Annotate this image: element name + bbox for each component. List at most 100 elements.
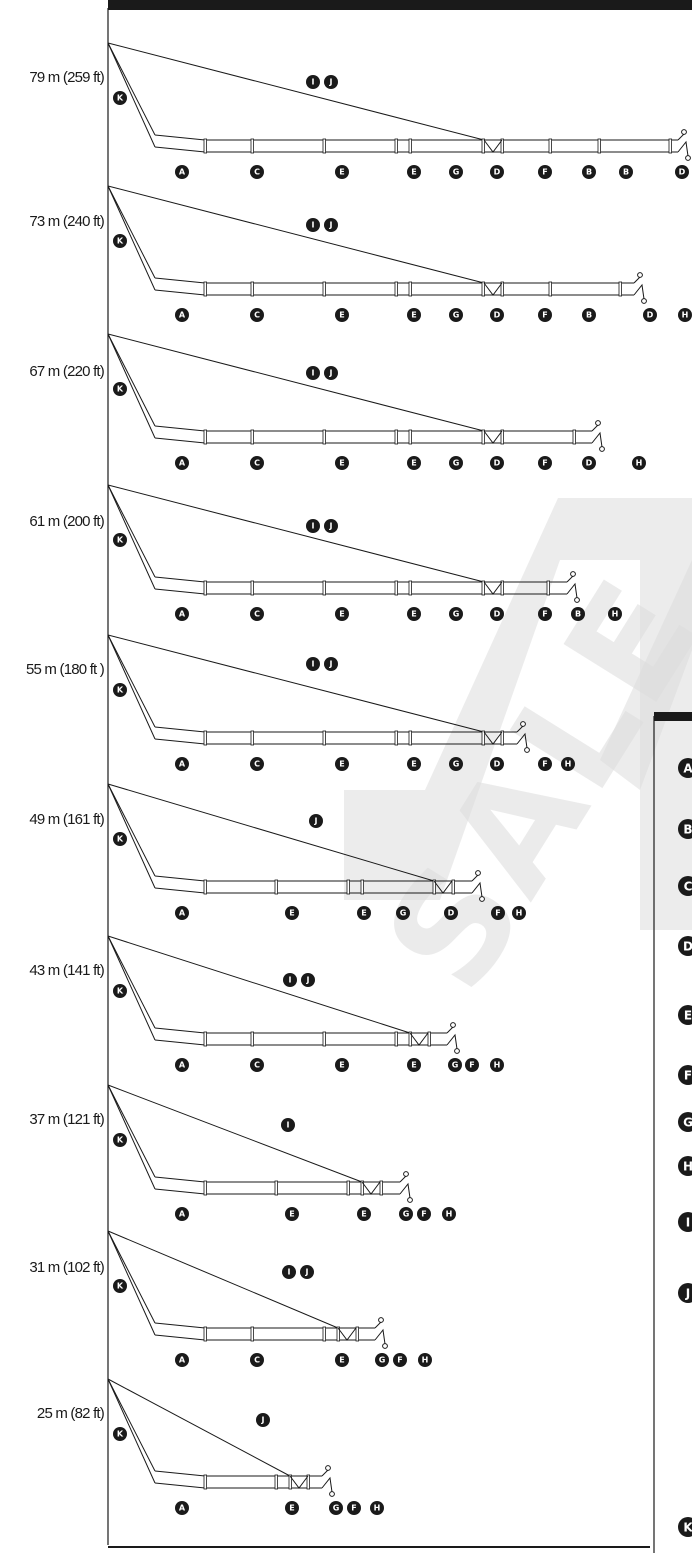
mast-strut [107, 1084, 156, 1190]
boom-butt-top [154, 425, 206, 432]
boom-tip [374, 1321, 382, 1329]
section-badge-c: C [250, 1353, 264, 1367]
svg-text:E: E [411, 459, 416, 468]
line-badge-j: J [324, 366, 338, 380]
hook-sheave [524, 747, 530, 753]
boom-tip [591, 431, 603, 448]
section-badge-a: A [175, 1353, 189, 1367]
section-joint [597, 138, 601, 154]
boom-length-label: 37 m (121 ft) [29, 1111, 104, 1128]
fly-bracing [361, 1181, 381, 1195]
mast-strut [107, 333, 156, 439]
section-joint [481, 138, 485, 154]
section-joint [322, 429, 326, 445]
tip-sheave [681, 129, 687, 135]
section-badge-a: A [175, 1207, 189, 1221]
section-badge-a: A [175, 456, 189, 470]
svg-text:J: J [329, 660, 333, 669]
line-badge-j: J [324, 75, 338, 89]
svg-text:D: D [494, 311, 501, 320]
svg-text:D: D [647, 311, 654, 320]
section-joint [250, 730, 254, 746]
svg-text:F: F [397, 1356, 402, 1365]
mast-strut [107, 42, 156, 136]
section-badge-a: A [175, 1058, 189, 1072]
svg-text:H: H [682, 311, 689, 320]
svg-text:H: H [446, 1210, 453, 1219]
svg-text:D: D [679, 168, 686, 177]
section-badge-f: F [538, 757, 552, 771]
section-badge-f: F [417, 1207, 431, 1221]
boom-tip [677, 133, 685, 141]
legend-item-b: B [678, 819, 692, 839]
section-badge-f: F [538, 165, 552, 179]
svg-text:F: F [421, 1210, 426, 1219]
svg-text:K: K [117, 686, 124, 695]
svg-text:A: A [179, 168, 186, 177]
svg-text:H: H [494, 1061, 501, 1070]
hook-sheave [454, 1048, 460, 1054]
boom-tip [566, 582, 578, 599]
boom-row: K I A E E G F H [107, 1084, 456, 1221]
svg-text:B: B [623, 168, 629, 177]
tip-sheave [325, 1465, 331, 1471]
section-badge-e: E [335, 1353, 349, 1367]
svg-text:F: F [542, 459, 547, 468]
section-badge-g: G [449, 757, 463, 771]
section-joint [203, 429, 207, 445]
svg-text:C: C [254, 1061, 260, 1070]
section-joint [546, 580, 550, 596]
section-badge-h: H [561, 757, 575, 771]
svg-text:C: C [254, 311, 260, 320]
svg-text:F: F [495, 909, 500, 918]
section-joint [360, 1180, 364, 1196]
boom-tip [399, 1175, 407, 1183]
section-badge-h: H [512, 906, 526, 920]
section-joint [346, 1180, 350, 1196]
section-joint [306, 1474, 310, 1490]
section-joint [203, 281, 207, 297]
svg-text:A: A [179, 760, 186, 769]
pendant-line [107, 783, 435, 882]
section-badge-d: D [444, 906, 458, 920]
svg-text:G: G [333, 1504, 340, 1513]
section-badge-g: G [375, 1353, 389, 1367]
svg-text:A: A [179, 909, 186, 918]
fly-bracing [483, 430, 503, 444]
svg-text:G: G [453, 459, 460, 468]
svg-text:C: C [254, 1356, 260, 1365]
mast-strut [107, 42, 156, 148]
section-badge-d: D [490, 456, 504, 470]
section-joint [572, 429, 576, 445]
section-joint [274, 1474, 278, 1490]
svg-text:G: G [683, 1116, 692, 1130]
mast-strut [107, 783, 156, 889]
pendant-line [107, 634, 485, 733]
section-joint [394, 138, 398, 154]
section-joint [548, 138, 552, 154]
section-badge-a: A [175, 165, 189, 179]
section-badge-d: D [675, 165, 689, 179]
boom-length-label: 43 m (141 ft) [29, 962, 104, 979]
line-badge-i: I [306, 218, 320, 232]
section-joint [408, 1031, 412, 1047]
section-badge-f: F [465, 1058, 479, 1072]
tip-sheave [595, 420, 601, 426]
boom-tip [566, 575, 574, 583]
section-joint [394, 580, 398, 596]
legend-item-e: E [678, 1005, 692, 1025]
boom-tip [446, 1033, 458, 1050]
line-badge-i: I [306, 519, 320, 533]
section-badge-e: E [335, 456, 349, 470]
svg-text:E: E [289, 909, 294, 918]
fly-bracing [289, 1475, 309, 1489]
section-joint [322, 730, 326, 746]
svg-text:E: E [684, 1009, 692, 1023]
svg-text:E: E [361, 1210, 366, 1219]
section-badge-h: H [490, 1058, 504, 1072]
svg-text:H: H [374, 1504, 381, 1513]
legend-item-c: C [678, 876, 692, 896]
section-badge-e: E [407, 308, 421, 322]
section-joint [432, 879, 436, 895]
section-joint [481, 429, 485, 445]
